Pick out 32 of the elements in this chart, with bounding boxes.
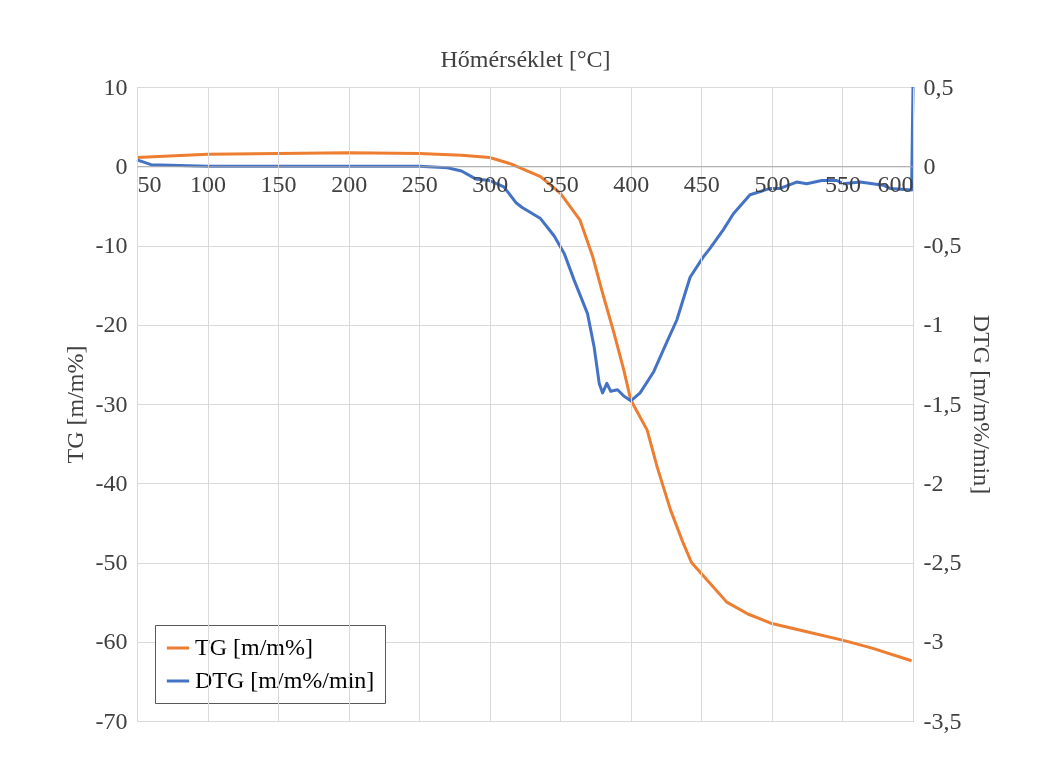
legend-label: TG [m/m%] xyxy=(195,634,313,660)
y2-tick-label: -2 xyxy=(923,469,944,496)
y-tick-label: -60 xyxy=(95,628,128,655)
y2-tick-label: -3,5 xyxy=(923,707,962,734)
x-tick-label: 450 xyxy=(683,170,720,197)
y-tick-label: -50 xyxy=(95,549,128,575)
line-series xyxy=(135,151,914,663)
x-tick-label: 150 xyxy=(260,170,297,197)
x-tick-label: 400 xyxy=(613,170,650,197)
y2-axis-title: DTG [m/m%/min] xyxy=(969,314,996,495)
x-tick-label: 50 xyxy=(137,170,162,197)
y2-tick-label: -0,5 xyxy=(923,232,962,258)
x-tick-label: 250 xyxy=(401,170,438,197)
x-tick-label: 200 xyxy=(331,170,368,197)
y-tick-label: -30 xyxy=(95,390,128,417)
y-tick-label: -20 xyxy=(95,311,128,338)
line-series xyxy=(135,85,915,403)
y-tick-label: -70 xyxy=(95,707,128,734)
y2-tick-label: -1 xyxy=(923,311,944,338)
y-axis-title: TG [m/m%] xyxy=(61,345,88,464)
y-tick-label: -10 xyxy=(95,232,128,258)
y-tick-label: -40 xyxy=(95,469,128,496)
x-tick-label: 100 xyxy=(190,170,227,197)
y2-tick-label: 0 xyxy=(923,152,936,179)
y2-tick-label: -2,5 xyxy=(923,549,962,575)
y-tick-label: 0 xyxy=(115,152,128,179)
x-axis-title: Hőmérséklet [°C] xyxy=(440,45,611,72)
y2-tick-label: -3 xyxy=(923,628,944,655)
legend-label: DTG [m/m%/min] xyxy=(195,667,375,693)
y2-tick-label: 0,5 xyxy=(923,73,954,100)
y-tick-label: 10 xyxy=(103,73,128,100)
y2-tick-label: -1,5 xyxy=(923,390,962,417)
